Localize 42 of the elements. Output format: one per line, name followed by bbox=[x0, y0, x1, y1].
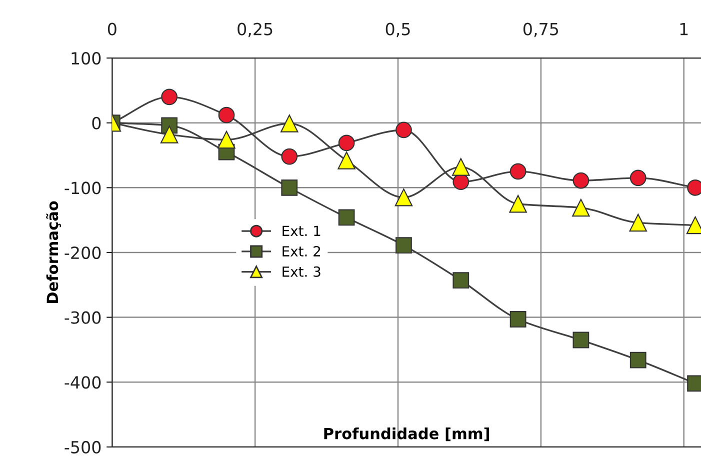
point bbox=[572, 332, 590, 348]
y-tick-label: -500 bbox=[64, 440, 101, 454]
x-tick-label: 0,25 bbox=[238, 22, 272, 38]
point bbox=[396, 122, 412, 138]
point bbox=[452, 174, 470, 190]
point bbox=[394, 188, 413, 206]
y-tick-label: -200 bbox=[64, 246, 101, 260]
y-axis-title: Deformação bbox=[46, 201, 61, 303]
legend-label: Ext. 3 bbox=[282, 266, 320, 277]
y-tick-label: -300 bbox=[64, 311, 101, 324]
point bbox=[218, 106, 235, 124]
point bbox=[509, 194, 527, 213]
point bbox=[510, 311, 526, 328]
y-tick-label: -400 bbox=[64, 376, 101, 389]
point bbox=[281, 179, 298, 196]
x-tick-label: 0 bbox=[108, 22, 116, 36]
point bbox=[338, 152, 356, 170]
x-tick-label: 0,75 bbox=[523, 22, 558, 38]
point bbox=[572, 172, 590, 189]
x-tick-label: 0,5 bbox=[386, 22, 410, 38]
point bbox=[160, 126, 178, 144]
point bbox=[161, 88, 178, 106]
x-tick-label: 1 bbox=[680, 22, 688, 36]
point bbox=[510, 163, 526, 180]
legend-label: Ext. 2 bbox=[282, 246, 320, 256]
point bbox=[280, 114, 298, 132]
point bbox=[281, 148, 298, 165]
point bbox=[338, 209, 355, 226]
point bbox=[630, 352, 646, 368]
point bbox=[452, 158, 470, 176]
y-tick-label: 0 bbox=[92, 116, 101, 130]
point bbox=[338, 134, 355, 152]
y-tick-label: 100 bbox=[72, 52, 101, 65]
legend-label: Ext. 1 bbox=[282, 226, 320, 236]
y-tick-label: -100 bbox=[64, 182, 101, 194]
point bbox=[452, 272, 470, 289]
x-axis-title: Profundidade [mm] bbox=[324, 427, 489, 442]
point bbox=[218, 130, 236, 149]
point bbox=[630, 170, 646, 186]
point bbox=[396, 237, 412, 254]
point bbox=[572, 198, 590, 217]
point bbox=[629, 214, 647, 232]
